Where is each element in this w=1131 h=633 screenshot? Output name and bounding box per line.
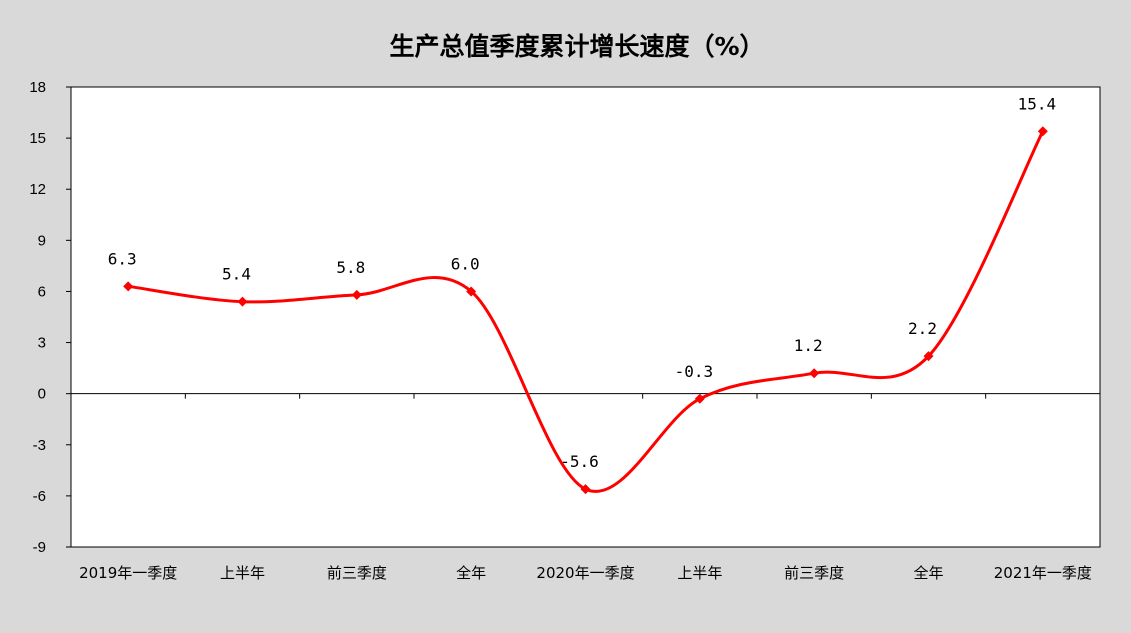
- y-tick-label: 0: [38, 386, 46, 403]
- x-category-label: 前三季度: [784, 564, 844, 582]
- x-category-label: 全年: [456, 564, 486, 582]
- y-tick-label: -6: [33, 488, 46, 505]
- data-point: [580, 484, 591, 495]
- plot-area: [70, 86, 1101, 548]
- data-point: [351, 289, 362, 300]
- data-label: 1.2: [794, 336, 823, 355]
- y-tick-label: -3: [33, 437, 46, 454]
- data-label: 2.2: [908, 319, 937, 338]
- data-point: [694, 393, 705, 404]
- series-markers: [123, 126, 1048, 495]
- x-category-label: 全年: [913, 564, 943, 582]
- x-category-label: 2019年一季度: [79, 564, 177, 582]
- y-tick-labels: 18 15 12 9 6 3 0 -3 -6 -9: [29, 79, 46, 556]
- y-tick-label: 9: [38, 232, 46, 249]
- data-label: 5.4: [222, 265, 251, 284]
- y-tick-label: 6: [38, 283, 46, 300]
- data-point: [123, 281, 134, 292]
- data-label: -5.6: [560, 452, 599, 471]
- data-point: [923, 351, 934, 362]
- axes: [66, 86, 1101, 548]
- x-category-label: 上半年: [677, 564, 722, 582]
- data-label: -0.3: [675, 362, 714, 381]
- data-point: [809, 368, 820, 379]
- y-tick-label: -9: [33, 539, 46, 556]
- data-labels: 6.3 5.4 5.8 6.0 -5.6 -0.3 1.2 2.2 15.4: [108, 94, 1056, 471]
- data-point: [237, 296, 248, 307]
- x-category-label: 2020年一季度: [536, 564, 634, 582]
- data-point: [1037, 126, 1048, 137]
- data-label: 15.4: [1018, 94, 1057, 113]
- data-label: 6.3: [108, 249, 137, 268]
- data-label: 5.8: [336, 258, 365, 277]
- x-category-labels: 2019年一季度 上半年 前三季度 全年 2020年一季度 上半年 前三季度 全年 2021年一…: [79, 564, 1092, 582]
- data-label: 6.0: [451, 254, 480, 273]
- data-point: [466, 286, 477, 297]
- y-tick-label: 15: [29, 130, 46, 147]
- y-tick-label: 3: [38, 335, 46, 352]
- x-category-label: 上半年: [220, 564, 265, 582]
- y-tick-label: 18: [29, 79, 46, 96]
- y-tick-label: 12: [29, 181, 46, 198]
- x-category-label: 2021年一季度: [994, 564, 1092, 582]
- series-line: [127, 130, 1045, 493]
- chart-title: 生产总值季度累计增长速度（%）: [389, 32, 764, 61]
- x-category-label: 前三季度: [327, 564, 387, 582]
